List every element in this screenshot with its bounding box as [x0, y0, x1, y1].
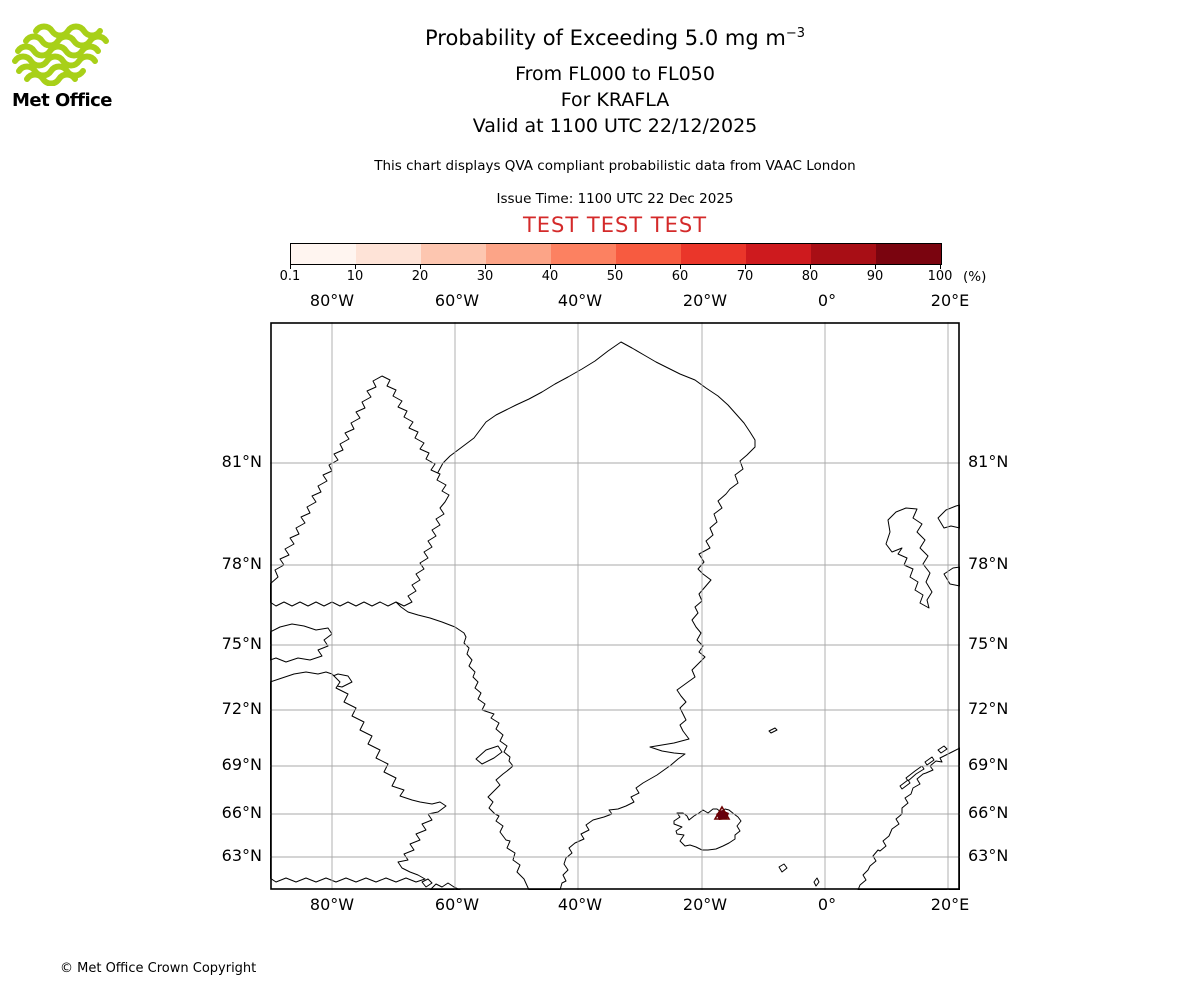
issue-time: Issue Time: 1100 UTC 22 Dec 2025	[496, 191, 734, 207]
lat-label-right: 78°N	[968, 554, 1009, 573]
qva-compliance-note: This chart displays QVA compliant probab…	[374, 158, 856, 174]
colorbar-tick-label: 100	[927, 269, 953, 284]
logo-text: Met Office	[12, 90, 113, 111]
lat-label-left: 81°N	[221, 452, 262, 471]
colorbar-segment	[681, 244, 746, 264]
coast-lofoten	[899, 779, 911, 790]
lon-label-bottom: 20°E	[930, 895, 970, 914]
colorbar-segment	[421, 244, 486, 264]
coast-baffin-island	[269, 671, 447, 883]
lat-label-left: 69°N	[221, 755, 262, 774]
subtitle-valid-time: Valid at 1100 UTC 22/12/2025	[472, 115, 758, 137]
lon-label-bottom: 40°W	[557, 895, 603, 914]
map-svg	[269, 322, 961, 891]
met-office-logo: Met Office	[12, 22, 122, 122]
subtitle-flight-levels: From FL000 to FL050	[515, 63, 715, 85]
colorbar-segment	[811, 244, 876, 264]
colorbar-segment	[746, 244, 811, 264]
colorbar-segment	[356, 244, 421, 264]
chart-title-text: Probability of Exceeding 5.0 mg m	[425, 26, 786, 50]
coast-greenland	[374, 341, 756, 891]
colorbar-tick-label: 30	[476, 269, 494, 284]
colorbar-unit-label: (%)	[963, 269, 987, 285]
lat-label-left: 75°N	[221, 634, 262, 653]
lon-label-top: 20°W	[682, 291, 728, 310]
colorbar-tick-label: 0.1	[279, 269, 301, 284]
lat-label-left: 66°N	[221, 803, 262, 822]
chart-title-exponent: −3	[785, 26, 805, 41]
lon-label-bottom: 60°W	[434, 895, 480, 914]
coast-resolution-island	[421, 878, 433, 888]
graticule-grid	[270, 322, 960, 890]
volcano-marker	[713, 805, 731, 820]
coast-edgeoya	[943, 566, 961, 587]
lon-label-top: 80°W	[309, 291, 355, 310]
coast-senja	[937, 745, 948, 754]
lat-label-left: 72°N	[221, 699, 262, 718]
colorbar-tick-label: 20	[411, 269, 429, 284]
logo-waves-icon	[12, 23, 109, 87]
lon-label-bottom: 80°W	[309, 895, 355, 914]
coast-shetland	[813, 877, 820, 887]
coastlines	[269, 341, 961, 891]
lat-label-left: 78°N	[221, 554, 262, 573]
test-banner: TEST TEST TEST	[522, 213, 708, 237]
lat-label-left: 63°N	[221, 846, 262, 865]
lat-label-right: 69°N	[968, 755, 1009, 774]
subtitle-volcano: For KRAFLA	[560, 89, 670, 111]
lon-label-top: 0°	[817, 291, 837, 310]
copyright-notice: © Met Office Crown Copyright	[60, 961, 257, 976]
colorbar-segment	[291, 244, 356, 264]
colorbar-tickmarks	[290, 265, 942, 270]
lat-label-right: 75°N	[968, 634, 1009, 653]
lon-label-top: 40°W	[557, 291, 603, 310]
lon-label-top: 60°W	[434, 291, 480, 310]
coast-norway	[857, 747, 961, 891]
lon-label-bottom: 0°	[817, 895, 837, 914]
colorbar-segment	[616, 244, 681, 264]
lon-label-bottom: 20°W	[682, 895, 728, 914]
colorbar-tick-label: 50	[606, 269, 624, 284]
coast-devon-island	[269, 623, 333, 663]
lat-label-right: 63°N	[968, 846, 1009, 865]
lon-label-top: 20°E	[930, 291, 970, 310]
coast-spitsbergen	[885, 507, 933, 609]
colorbar-tick-label: 40	[541, 269, 559, 284]
colorbar-segment	[551, 244, 616, 264]
colorbar-tick-label: 80	[801, 269, 819, 284]
coast-ellesmere	[269, 375, 450, 607]
coast-lofoten	[924, 756, 935, 766]
map-frame	[270, 322, 960, 890]
colorbar-segment	[486, 244, 551, 264]
lat-label-right: 72°N	[968, 699, 1009, 718]
coast-jan-mayen	[768, 727, 778, 734]
colorbar-tick-label: 90	[866, 269, 884, 284]
chart-title: Probability of Exceeding 5.0 mg m−3	[15, 26, 1200, 50]
colorbar-tick-label: 70	[736, 269, 754, 284]
coast-disko-island	[475, 745, 503, 765]
coast-iceland	[673, 808, 742, 851]
probability-colorbar	[290, 243, 942, 265]
colorbar-segment	[876, 244, 941, 264]
colorbar-tick-label: 60	[671, 269, 689, 284]
coast-faroe-islands	[778, 863, 788, 873]
lat-label-right: 81°N	[968, 452, 1009, 471]
coast-nordaustlandet	[937, 504, 961, 529]
colorbar-tick-label: 10	[346, 269, 364, 284]
lat-label-right: 66°N	[968, 803, 1009, 822]
map-plot-area	[269, 322, 961, 891]
